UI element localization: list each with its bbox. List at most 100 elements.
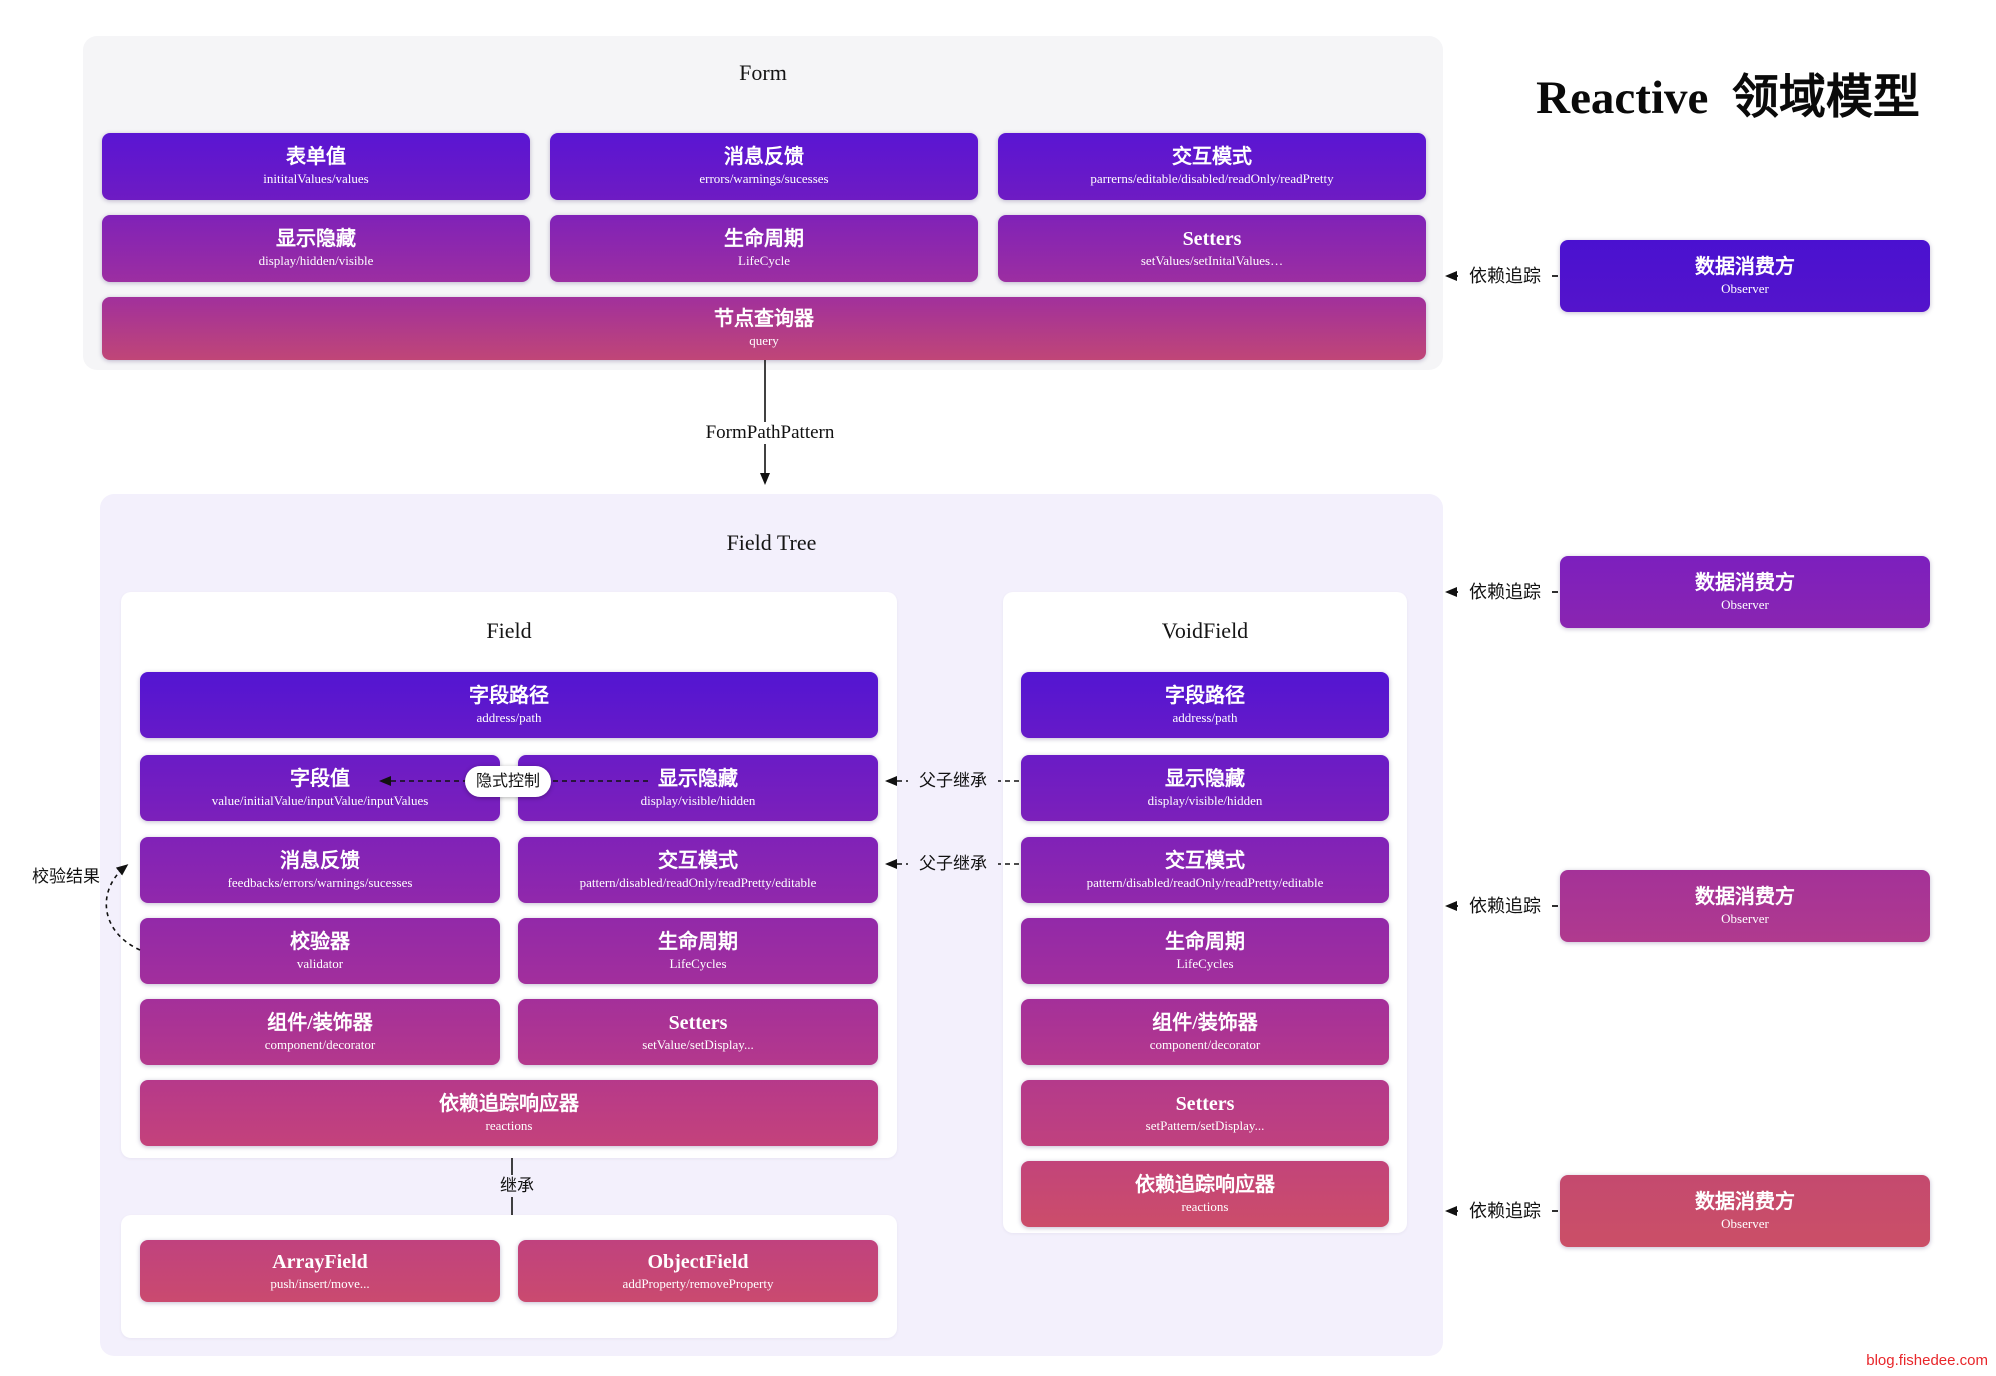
box-title: Setters bbox=[668, 1011, 728, 1034]
parent-child-label-2: 父子继承 bbox=[908, 853, 998, 875]
box-title: 交互模式 bbox=[1165, 849, 1245, 872]
box-title: 数据消费方 bbox=[1695, 1190, 1795, 1213]
voidfield-box-display: 显示隐藏 display/visible/hidden bbox=[1021, 755, 1389, 821]
box-subtitle: errors/warnings/sucesses bbox=[699, 171, 829, 187]
box-subtitle: setValue/setDisplay... bbox=[642, 1036, 754, 1052]
subclass-card: ArrayField push/insert/move... ObjectFie… bbox=[121, 1215, 897, 1338]
box-subtitle: display/visible/hidden bbox=[1147, 792, 1263, 808]
box-subtitle: reactions bbox=[485, 1117, 533, 1133]
box-subtitle: value/initialValue/inputValue/inputValue… bbox=[211, 792, 429, 808]
form-box-setters: Setters setValues/setInitalValues… bbox=[998, 215, 1426, 282]
box-subtitle: LifeCycles bbox=[669, 955, 727, 971]
box-title: 显示隐藏 bbox=[658, 767, 738, 790]
form-path-pattern-label: FormPathPattern bbox=[665, 422, 875, 444]
box-subtitle: display/visible/hidden bbox=[640, 792, 756, 808]
field-box-component: 组件/装饰器 component/decorator bbox=[140, 999, 500, 1065]
dep-track-label-4: 依赖追踪 bbox=[1458, 1200, 1552, 1222]
field-box-value: 字段值 value/initialValue/inputValue/inputV… bbox=[140, 755, 500, 821]
box-title: 生命周期 bbox=[1165, 930, 1245, 953]
box-title: 依赖追踪响应器 bbox=[439, 1092, 579, 1115]
voidfield-box-reactions: 依赖追踪响应器 reactions bbox=[1021, 1161, 1389, 1227]
box-subtitle: validator bbox=[296, 955, 344, 971]
field-card: Field 字段路径 address/path 字段值 value/initia… bbox=[121, 592, 897, 1158]
observer-box-2: 数据消费方 Observer bbox=[1560, 556, 1930, 628]
box-title: 消息反馈 bbox=[280, 849, 360, 872]
dep-track-label-2: 依赖追踪 bbox=[1458, 581, 1552, 603]
field-box-validator: 校验器 validator bbox=[140, 918, 500, 984]
observer-box-1: 数据消费方 Observer bbox=[1560, 240, 1930, 312]
box-title: 数据消费方 bbox=[1695, 885, 1795, 908]
field-box-path: 字段路径 address/path bbox=[140, 672, 878, 738]
box-subtitle: Observer bbox=[1721, 280, 1769, 296]
box-subtitle: Observer bbox=[1721, 910, 1769, 926]
field-box-setters: Setters setValue/setDisplay... bbox=[518, 999, 878, 1065]
box-title: 校验器 bbox=[290, 930, 350, 953]
box-subtitle: parrerns/editable/disabled/readOnly/read… bbox=[1090, 171, 1334, 187]
box-subtitle: LifeCycles bbox=[1176, 955, 1234, 971]
box-subtitle: setPattern/setDisplay... bbox=[1145, 1117, 1265, 1133]
form-box-pattern: 交互模式 parrerns/editable/disabled/readOnly… bbox=[998, 133, 1426, 200]
form-box-query: 节点查询器 query bbox=[102, 297, 1426, 360]
voidfield-box-component: 组件/装饰器 component/decorator bbox=[1021, 999, 1389, 1065]
box-title: 交互模式 bbox=[658, 849, 738, 872]
box-title: 数据消费方 bbox=[1695, 255, 1795, 278]
voidfield-box-lifecycle: 生命周期 LifeCycles bbox=[1021, 918, 1389, 984]
form-box-feedback: 消息反馈 errors/warnings/sucesses bbox=[550, 133, 978, 200]
box-subtitle: address/path bbox=[476, 709, 542, 725]
box-subtitle: display/hidden/visible bbox=[258, 253, 374, 269]
box-title: ArrayField bbox=[272, 1250, 368, 1273]
form-title: Form bbox=[739, 60, 787, 85]
parent-child-label-1: 父子继承 bbox=[908, 770, 998, 792]
box-title: 显示隐藏 bbox=[1165, 767, 1245, 790]
box-title: 表单值 bbox=[286, 146, 346, 169]
field-box-pattern: 交互模式 pattern/disabled/readOnly/readPrett… bbox=[518, 837, 878, 903]
voidfield-box-setters: Setters setPattern/setDisplay... bbox=[1021, 1080, 1389, 1146]
box-subtitle: address/path bbox=[1172, 709, 1238, 725]
box-title: 组件/装饰器 bbox=[1152, 1011, 1258, 1034]
box-subtitle: push/insert/move... bbox=[270, 1275, 370, 1291]
arrayfield-box: ArrayField push/insert/move... bbox=[140, 1240, 500, 1302]
voidfield-box-pattern: 交互模式 pattern/disabled/readOnly/readPrett… bbox=[1021, 837, 1389, 903]
box-subtitle: feedbacks/errors/warnings/sucesses bbox=[227, 874, 413, 890]
field-tree-panel: Field Tree Field 字段路径 address/path 字段值 v… bbox=[100, 494, 1443, 1356]
box-subtitle: Observer bbox=[1721, 596, 1769, 612]
form-box-display: 显示隐藏 display/hidden/visible bbox=[102, 215, 530, 282]
watermark-link: blog.fishedee.com bbox=[1866, 1352, 1988, 1369]
box-subtitle: query bbox=[749, 333, 779, 349]
box-title: 数据消费方 bbox=[1695, 571, 1795, 594]
inherit-label: 继承 bbox=[478, 1175, 556, 1197]
box-subtitle: pattern/disabled/readOnly/readPretty/edi… bbox=[1086, 874, 1324, 890]
box-subtitle: pattern/disabled/readOnly/readPretty/edi… bbox=[579, 874, 817, 890]
field-box-lifecycle: 生命周期 LifeCycles bbox=[518, 918, 878, 984]
form-panel: Form 表单值 inititalValues/values 消息反馈 erro… bbox=[83, 36, 1443, 370]
page-title: Reactive 领域模型 bbox=[1536, 72, 1920, 124]
box-title: 节点查询器 bbox=[714, 308, 814, 331]
box-subtitle: inititalValues/values bbox=[263, 171, 369, 187]
box-title: 生命周期 bbox=[724, 228, 804, 251]
field-box-feedback: 消息反馈 feedbacks/errors/warnings/sucesses bbox=[140, 837, 500, 903]
dep-track-label-3: 依赖追踪 bbox=[1458, 895, 1552, 917]
box-title: Setters bbox=[1182, 228, 1242, 251]
box-title: 字段值 bbox=[290, 767, 350, 790]
box-subtitle: reactions bbox=[1181, 1198, 1229, 1214]
objectfield-box: ObjectField addProperty/removeProperty bbox=[518, 1240, 878, 1302]
observer-box-4: 数据消费方 Observer bbox=[1560, 1175, 1930, 1247]
box-title: Setters bbox=[1175, 1092, 1235, 1115]
box-title: 消息反馈 bbox=[724, 146, 804, 169]
box-subtitle: Observer bbox=[1721, 1215, 1769, 1231]
field-title: Field bbox=[486, 618, 532, 643]
box-title: 字段路径 bbox=[469, 684, 549, 707]
box-title: 依赖追踪响应器 bbox=[1135, 1173, 1275, 1196]
box-subtitle: setValues/setInitalValues… bbox=[1140, 253, 1284, 269]
box-subtitle: addProperty/removeProperty bbox=[622, 1275, 774, 1291]
box-subtitle: component/decorator bbox=[264, 1036, 376, 1052]
voidfield-title: VoidField bbox=[1161, 618, 1249, 643]
form-box-values: 表单值 inititalValues/values bbox=[102, 133, 530, 200]
voidfield-card: VoidField 字段路径 address/path 显示隐藏 display… bbox=[1003, 592, 1407, 1233]
box-title: ObjectField bbox=[647, 1250, 749, 1273]
box-title: 交互模式 bbox=[1172, 146, 1252, 169]
form-box-lifecycle: 生命周期 LifeCycle bbox=[550, 215, 978, 282]
box-subtitle: LifeCycle bbox=[738, 253, 790, 269]
voidfield-box-path: 字段路径 address/path bbox=[1021, 672, 1389, 738]
